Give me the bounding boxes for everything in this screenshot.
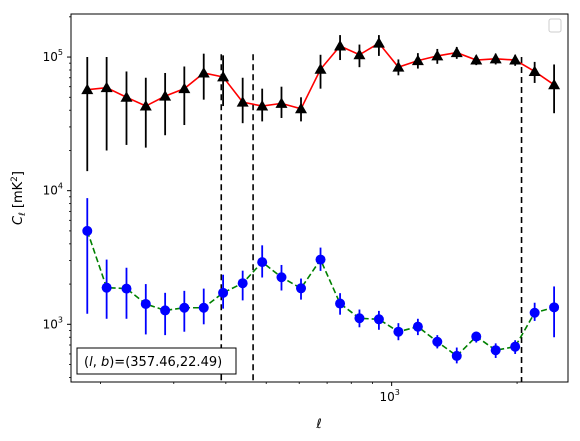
triangle-marker — [392, 61, 405, 72]
circle-marker — [510, 341, 521, 352]
triangle-marker — [120, 91, 133, 102]
triangle-marker — [275, 97, 288, 108]
triangle-marker — [159, 90, 172, 101]
circle-marker — [121, 283, 132, 294]
circle-marker — [179, 302, 190, 313]
legend-frame — [548, 18, 562, 33]
circle-marker — [373, 314, 384, 325]
circle-marker — [549, 302, 560, 313]
triangle-marker — [372, 37, 385, 48]
triangle-marker — [236, 96, 249, 107]
y-tick-label: 105 — [43, 48, 63, 64]
circle-marker — [335, 298, 346, 309]
circle-marker — [432, 336, 443, 347]
triangle-marker — [197, 66, 210, 78]
triangle-marker — [334, 39, 347, 51]
plot-area — [81, 35, 561, 382]
y-tick-label: 103 — [43, 315, 63, 331]
circle-marker — [393, 326, 404, 337]
plot-frame — [70, 13, 569, 383]
triangle-marker — [314, 63, 327, 74]
triangle-marker — [100, 81, 113, 93]
triangle-marker — [353, 48, 366, 60]
circle-marker — [101, 282, 112, 293]
triangle-marker — [81, 83, 94, 95]
annotation-text: (l, b)=(357.46,22.49) — [84, 355, 222, 370]
triangle-marker — [489, 52, 502, 64]
circle-marker — [257, 257, 268, 268]
triangle-marker — [139, 100, 152, 111]
circle-marker — [490, 345, 501, 356]
triangle-marker — [528, 65, 541, 76]
circle-marker — [354, 313, 365, 324]
triangle-marker — [295, 102, 308, 114]
triangle-marker — [217, 70, 230, 82]
legend-box — [548, 18, 562, 33]
tick-layer: 103 104 105 103 — [43, 16, 518, 404]
triangle-marker — [509, 54, 522, 65]
triangle-marker — [470, 54, 483, 65]
circle-marker — [276, 272, 287, 283]
circle-marker — [471, 331, 482, 342]
x-axis-label: ℓ — [315, 417, 321, 432]
triangle-marker — [450, 46, 463, 58]
circle-marker — [218, 287, 229, 298]
circle-marker — [451, 350, 462, 361]
annotation-frame — [76, 347, 237, 375]
x-tick-label: 103 — [379, 388, 399, 404]
circle-marker — [160, 305, 171, 316]
circle-marker — [529, 307, 540, 318]
triangle-marker — [548, 78, 561, 90]
y-axis-label: Cℓ [mK2] — [10, 171, 28, 225]
y-tick-label: 104 — [43, 182, 63, 198]
circle-marker — [82, 225, 93, 236]
circle-marker — [237, 278, 248, 289]
circle-marker — [140, 298, 151, 309]
triangle-marker — [431, 49, 444, 61]
circle-marker — [315, 254, 326, 265]
marker-layer — [81, 37, 561, 361]
annotation-box: (l, b)=(357.46,22.49) — [76, 347, 237, 375]
circle-marker — [198, 302, 209, 313]
vline-layer — [220, 54, 523, 382]
triangle-marker — [178, 82, 191, 94]
triangle-marker — [411, 54, 424, 66]
circle-marker — [296, 283, 307, 294]
triangle-marker — [256, 100, 269, 111]
circle-marker — [412, 321, 423, 332]
